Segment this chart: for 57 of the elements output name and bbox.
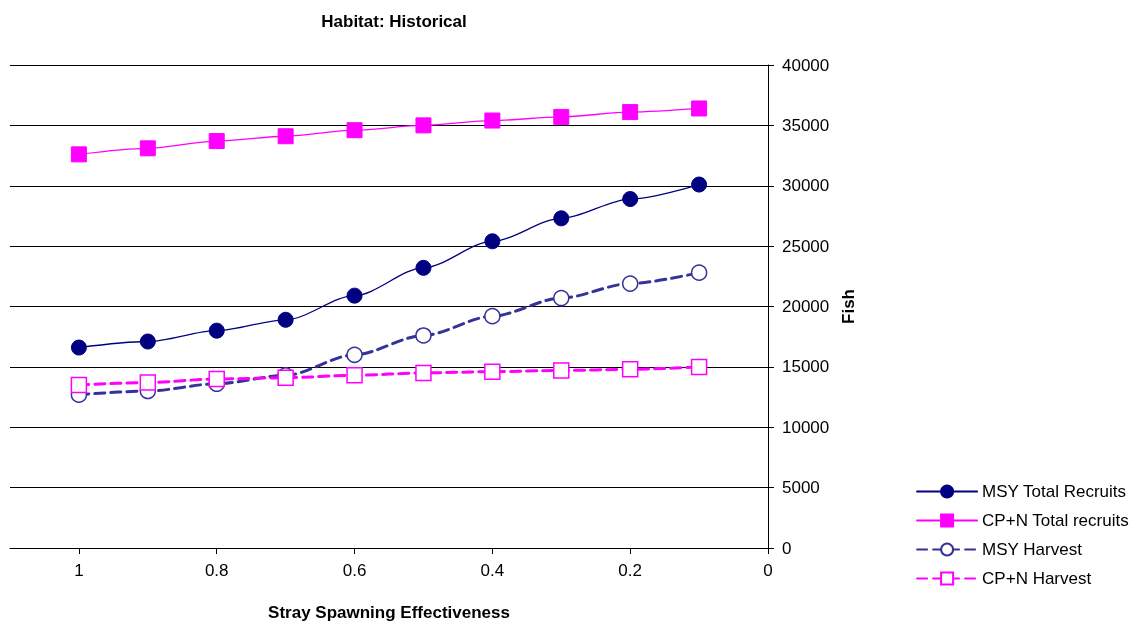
point [622,191,639,208]
x-tick-label: 0.4 [480,561,505,580]
y-tick-label: 25000 [782,236,830,256]
point [621,361,639,378]
y-axis-title: Fish [839,289,859,324]
point [484,307,501,325]
point [621,275,639,292]
point [70,146,87,163]
legend-label: CP+N Harvest [982,569,1092,588]
point [415,364,432,382]
x-tick-label: 0.2 [618,561,642,580]
x-tick-label: 0 [763,561,773,580]
point [70,376,88,394]
point [553,289,570,307]
point [553,108,570,125]
point [139,140,156,157]
point [691,176,708,193]
point [208,370,225,388]
point [484,233,501,250]
point [346,346,363,364]
point [690,264,708,281]
x-axis-title: Stray Spawning Effectiveness [268,603,510,622]
legend-label: MSY Harvest [982,540,1083,559]
point [690,358,708,376]
y-tick-label: 30000 [782,176,830,196]
point [622,104,639,121]
y-tick-label: 35000 [782,115,830,135]
point [277,128,294,145]
point [484,363,501,380]
y-tick-label: 10000 [782,417,830,437]
y-tick-label: 40000 [782,55,830,75]
point [415,327,432,344]
point [553,210,570,227]
point [139,333,156,350]
point [691,100,708,117]
point [139,374,157,391]
y-tick-label: 20000 [782,297,830,316]
y-tick-label: 0 [782,538,792,558]
point [70,339,87,356]
x-tick-label: 0.8 [204,561,229,580]
legend-label: MSY Total Recruits [982,482,1127,501]
point [208,322,225,339]
y-tick-label: 15000 [782,357,830,377]
point [346,287,363,304]
y-tick-label: 5000 [782,478,820,498]
point [415,259,432,276]
point [346,367,363,384]
point [553,362,570,379]
point [277,311,294,328]
point [484,112,501,129]
legend-label: CP+N Total recruits [982,511,1129,530]
point [415,117,432,134]
x-tick-label: 0.6 [342,561,367,580]
x-tick-label: 1 [74,561,84,580]
chart-title: Habitat: Historical [321,12,467,31]
point [208,133,225,150]
point [346,122,363,139]
